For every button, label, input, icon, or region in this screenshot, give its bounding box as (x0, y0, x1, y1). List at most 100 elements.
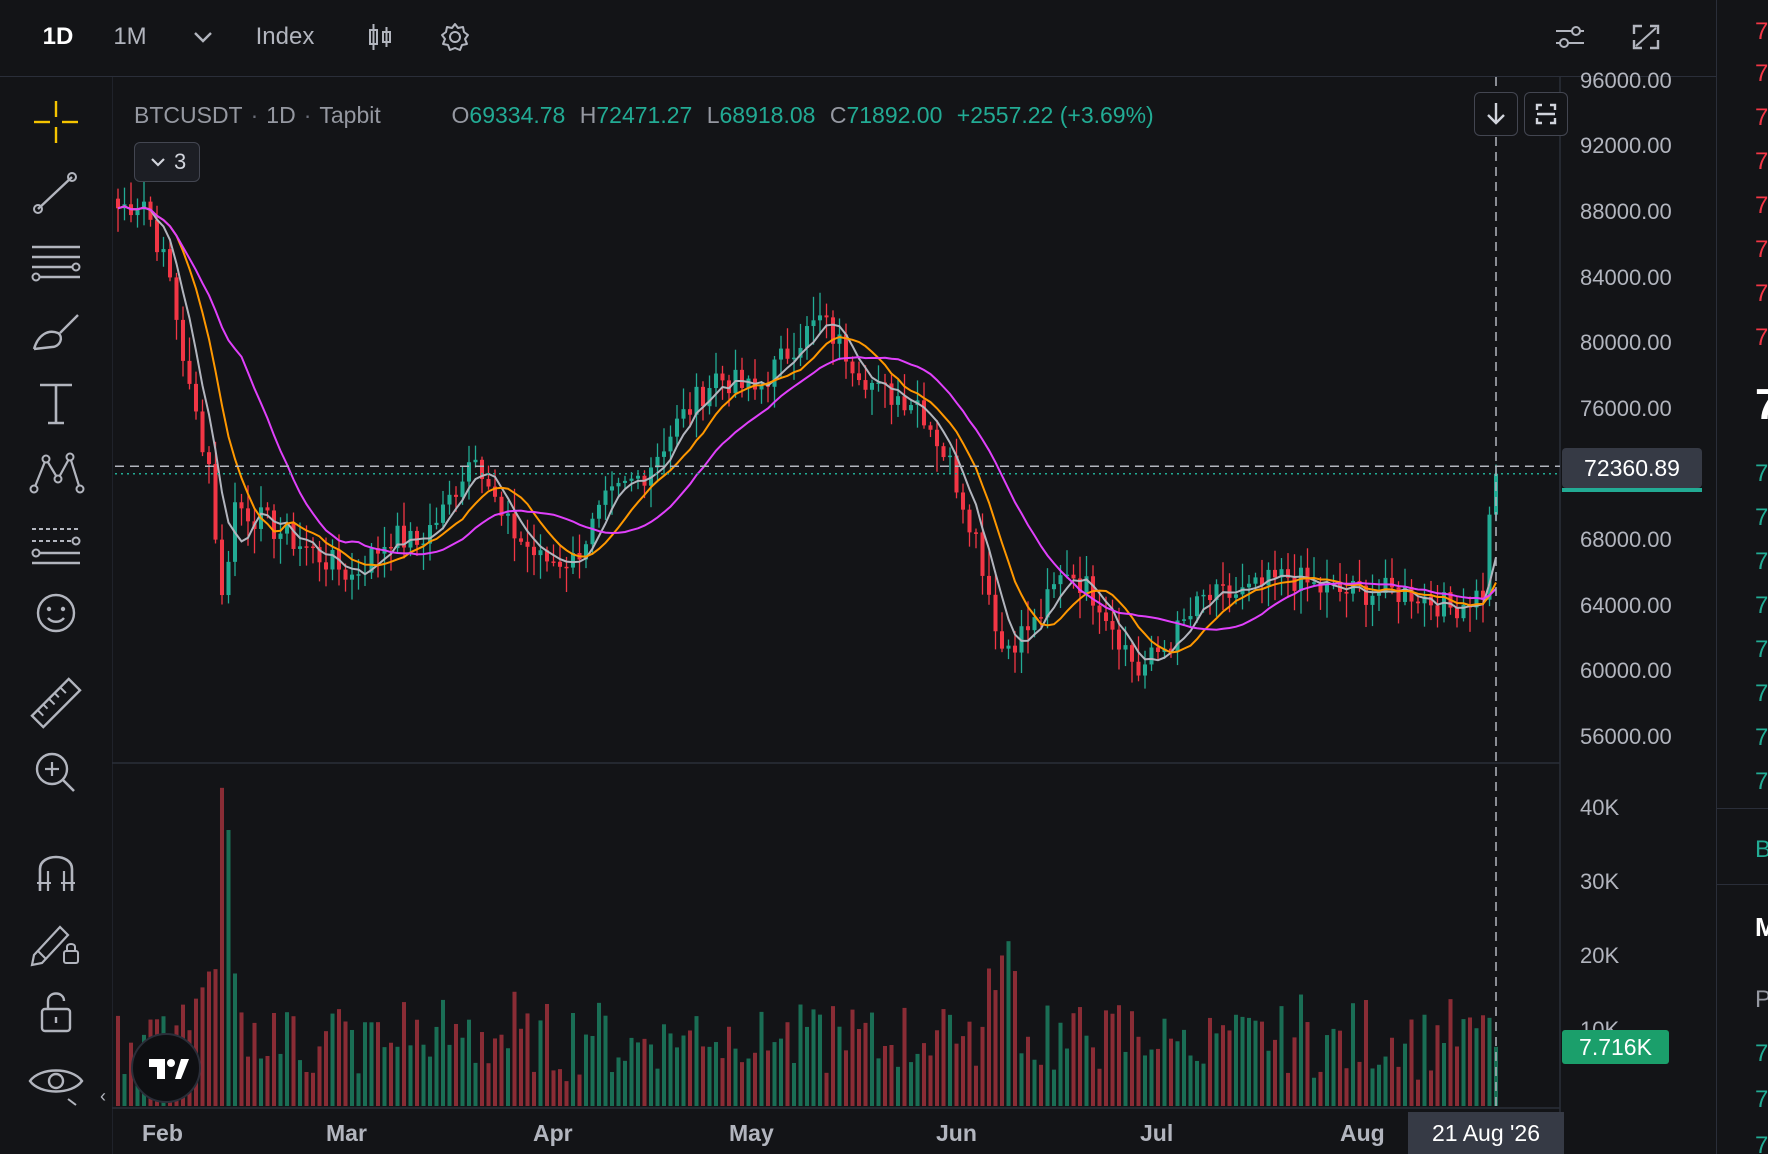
candle-body (980, 532, 985, 576)
legend-interval: 1D (266, 102, 296, 128)
candle-body (271, 510, 277, 539)
volume-bar (1402, 1043, 1408, 1106)
volume-bar (1019, 1053, 1024, 1106)
bid-price[interactable]: 7 (1755, 768, 1768, 795)
ruler-icon[interactable] (24, 675, 88, 731)
candle-body (1045, 589, 1050, 618)
candle-body (570, 553, 576, 568)
horizontal-lines-icon[interactable] (24, 235, 88, 291)
ask-price[interactable]: 7 (1755, 18, 1768, 45)
volume-bar (980, 1026, 985, 1106)
volume-bar (1389, 1037, 1395, 1106)
ask-price[interactable]: 7 (1755, 324, 1768, 351)
ask-price[interactable]: 7 (1755, 60, 1768, 87)
fullscreen-icon[interactable] (1626, 18, 1666, 56)
candle-body (707, 388, 712, 407)
brush-icon[interactable] (24, 305, 88, 361)
market-trades-header[interactable]: M (1755, 912, 1768, 943)
chart-settings-sliders-icon[interactable] (1550, 18, 1590, 56)
volume-bar (1259, 1021, 1265, 1106)
candle-body (278, 533, 283, 539)
lock-drawings-pencil-icon[interactable] (24, 913, 88, 969)
collapse-left-chevron-icon[interactable]: ‹ (100, 1086, 106, 1106)
candle-body (869, 382, 875, 390)
volume-bar (1097, 1068, 1102, 1106)
scroll-to-latest-button[interactable] (1474, 92, 1518, 136)
volume-bar (1272, 1039, 1278, 1106)
candle-body (421, 543, 426, 546)
zoom-in-icon[interactable] (24, 745, 88, 801)
volume-bar (375, 1022, 381, 1106)
volume-bar (284, 1012, 290, 1106)
bid-price[interactable]: 7 (1755, 680, 1768, 707)
candle-body (655, 456, 660, 468)
candle-body (1389, 577, 1395, 588)
volume-bar (512, 991, 517, 1106)
candle-type-icon[interactable] (362, 18, 398, 56)
volume-bar (1344, 1068, 1349, 1106)
bid-price[interactable]: 7 (1755, 548, 1768, 575)
volume-bar (1110, 1013, 1115, 1106)
bid-price[interactable]: 7 (1755, 592, 1768, 619)
pattern-tool-icon[interactable] (24, 445, 88, 501)
interval-1m-button[interactable]: 1M (113, 23, 147, 50)
candle-body (343, 569, 348, 580)
price-tick: 96000.00 (1580, 68, 1672, 93)
visibility-eye-icon[interactable] (24, 1053, 88, 1109)
bid-price[interactable]: 7 (1755, 460, 1768, 487)
candle-body (505, 513, 511, 516)
candle-body (629, 478, 634, 481)
volume-bar (1201, 1063, 1206, 1106)
unlock-icon[interactable] (24, 983, 88, 1039)
emoji-icon[interactable] (24, 585, 88, 641)
ask-price[interactable]: 7 (1755, 104, 1768, 131)
volume-bar (1357, 1061, 1362, 1106)
candle-body (830, 317, 836, 344)
candle-body (1064, 574, 1070, 577)
candle-body (876, 382, 881, 384)
candle-body (1071, 574, 1076, 579)
bid-price[interactable]: 7 (1755, 636, 1768, 663)
ask-price[interactable]: 7 (1755, 280, 1768, 307)
reset-scale-button[interactable] (1524, 92, 1568, 136)
time-tick: Feb (142, 1120, 183, 1146)
volume-bar (1246, 1017, 1252, 1106)
indicators-collapse-button[interactable]: 3 (134, 142, 200, 182)
ask-price[interactable]: 7 (1755, 192, 1768, 219)
interval-dropdown-chevron-icon[interactable] (188, 18, 218, 56)
volume-bar (973, 1065, 979, 1106)
candle-body (395, 525, 400, 549)
candle-body (908, 405, 914, 411)
volume-bar (1409, 1019, 1414, 1106)
legend-symbol[interactable]: BTCUSDT (134, 102, 243, 128)
settings-gear-icon[interactable] (436, 18, 474, 56)
trend-line-icon[interactable] (24, 165, 88, 221)
interval-1d-button[interactable]: 1D (42, 23, 74, 50)
candle-body (1077, 578, 1083, 593)
volume-bar (1077, 1007, 1083, 1106)
volume-bar (557, 1069, 563, 1106)
price-chart[interactable] (0, 0, 1716, 1154)
prediction-tool-icon[interactable] (24, 515, 88, 571)
candle-body (1253, 577, 1258, 584)
candle-body (1259, 577, 1265, 586)
magnet-icon[interactable] (24, 843, 88, 899)
volume-bar (934, 1030, 940, 1106)
candle-body (1220, 584, 1226, 586)
volume-bar (356, 1073, 361, 1106)
tradingview-logo[interactable] (131, 1033, 201, 1103)
crosshair-icon[interactable] (24, 95, 88, 151)
volume-bar (687, 1030, 693, 1106)
index-button[interactable]: Index (255, 23, 315, 50)
candle-body (317, 547, 322, 563)
volume-bar (1142, 1055, 1148, 1106)
ask-price[interactable]: 7 (1755, 236, 1768, 263)
bid-price[interactable]: 7 (1755, 504, 1768, 531)
text-tool-icon[interactable] (24, 375, 88, 431)
ask-price[interactable]: 7 (1755, 148, 1768, 175)
volume-bar (720, 1058, 725, 1106)
candle-body (135, 209, 140, 216)
bid-price[interactable]: 7 (1755, 724, 1768, 751)
buy-label[interactable]: B (1755, 836, 1768, 864)
candle-body (310, 546, 316, 549)
